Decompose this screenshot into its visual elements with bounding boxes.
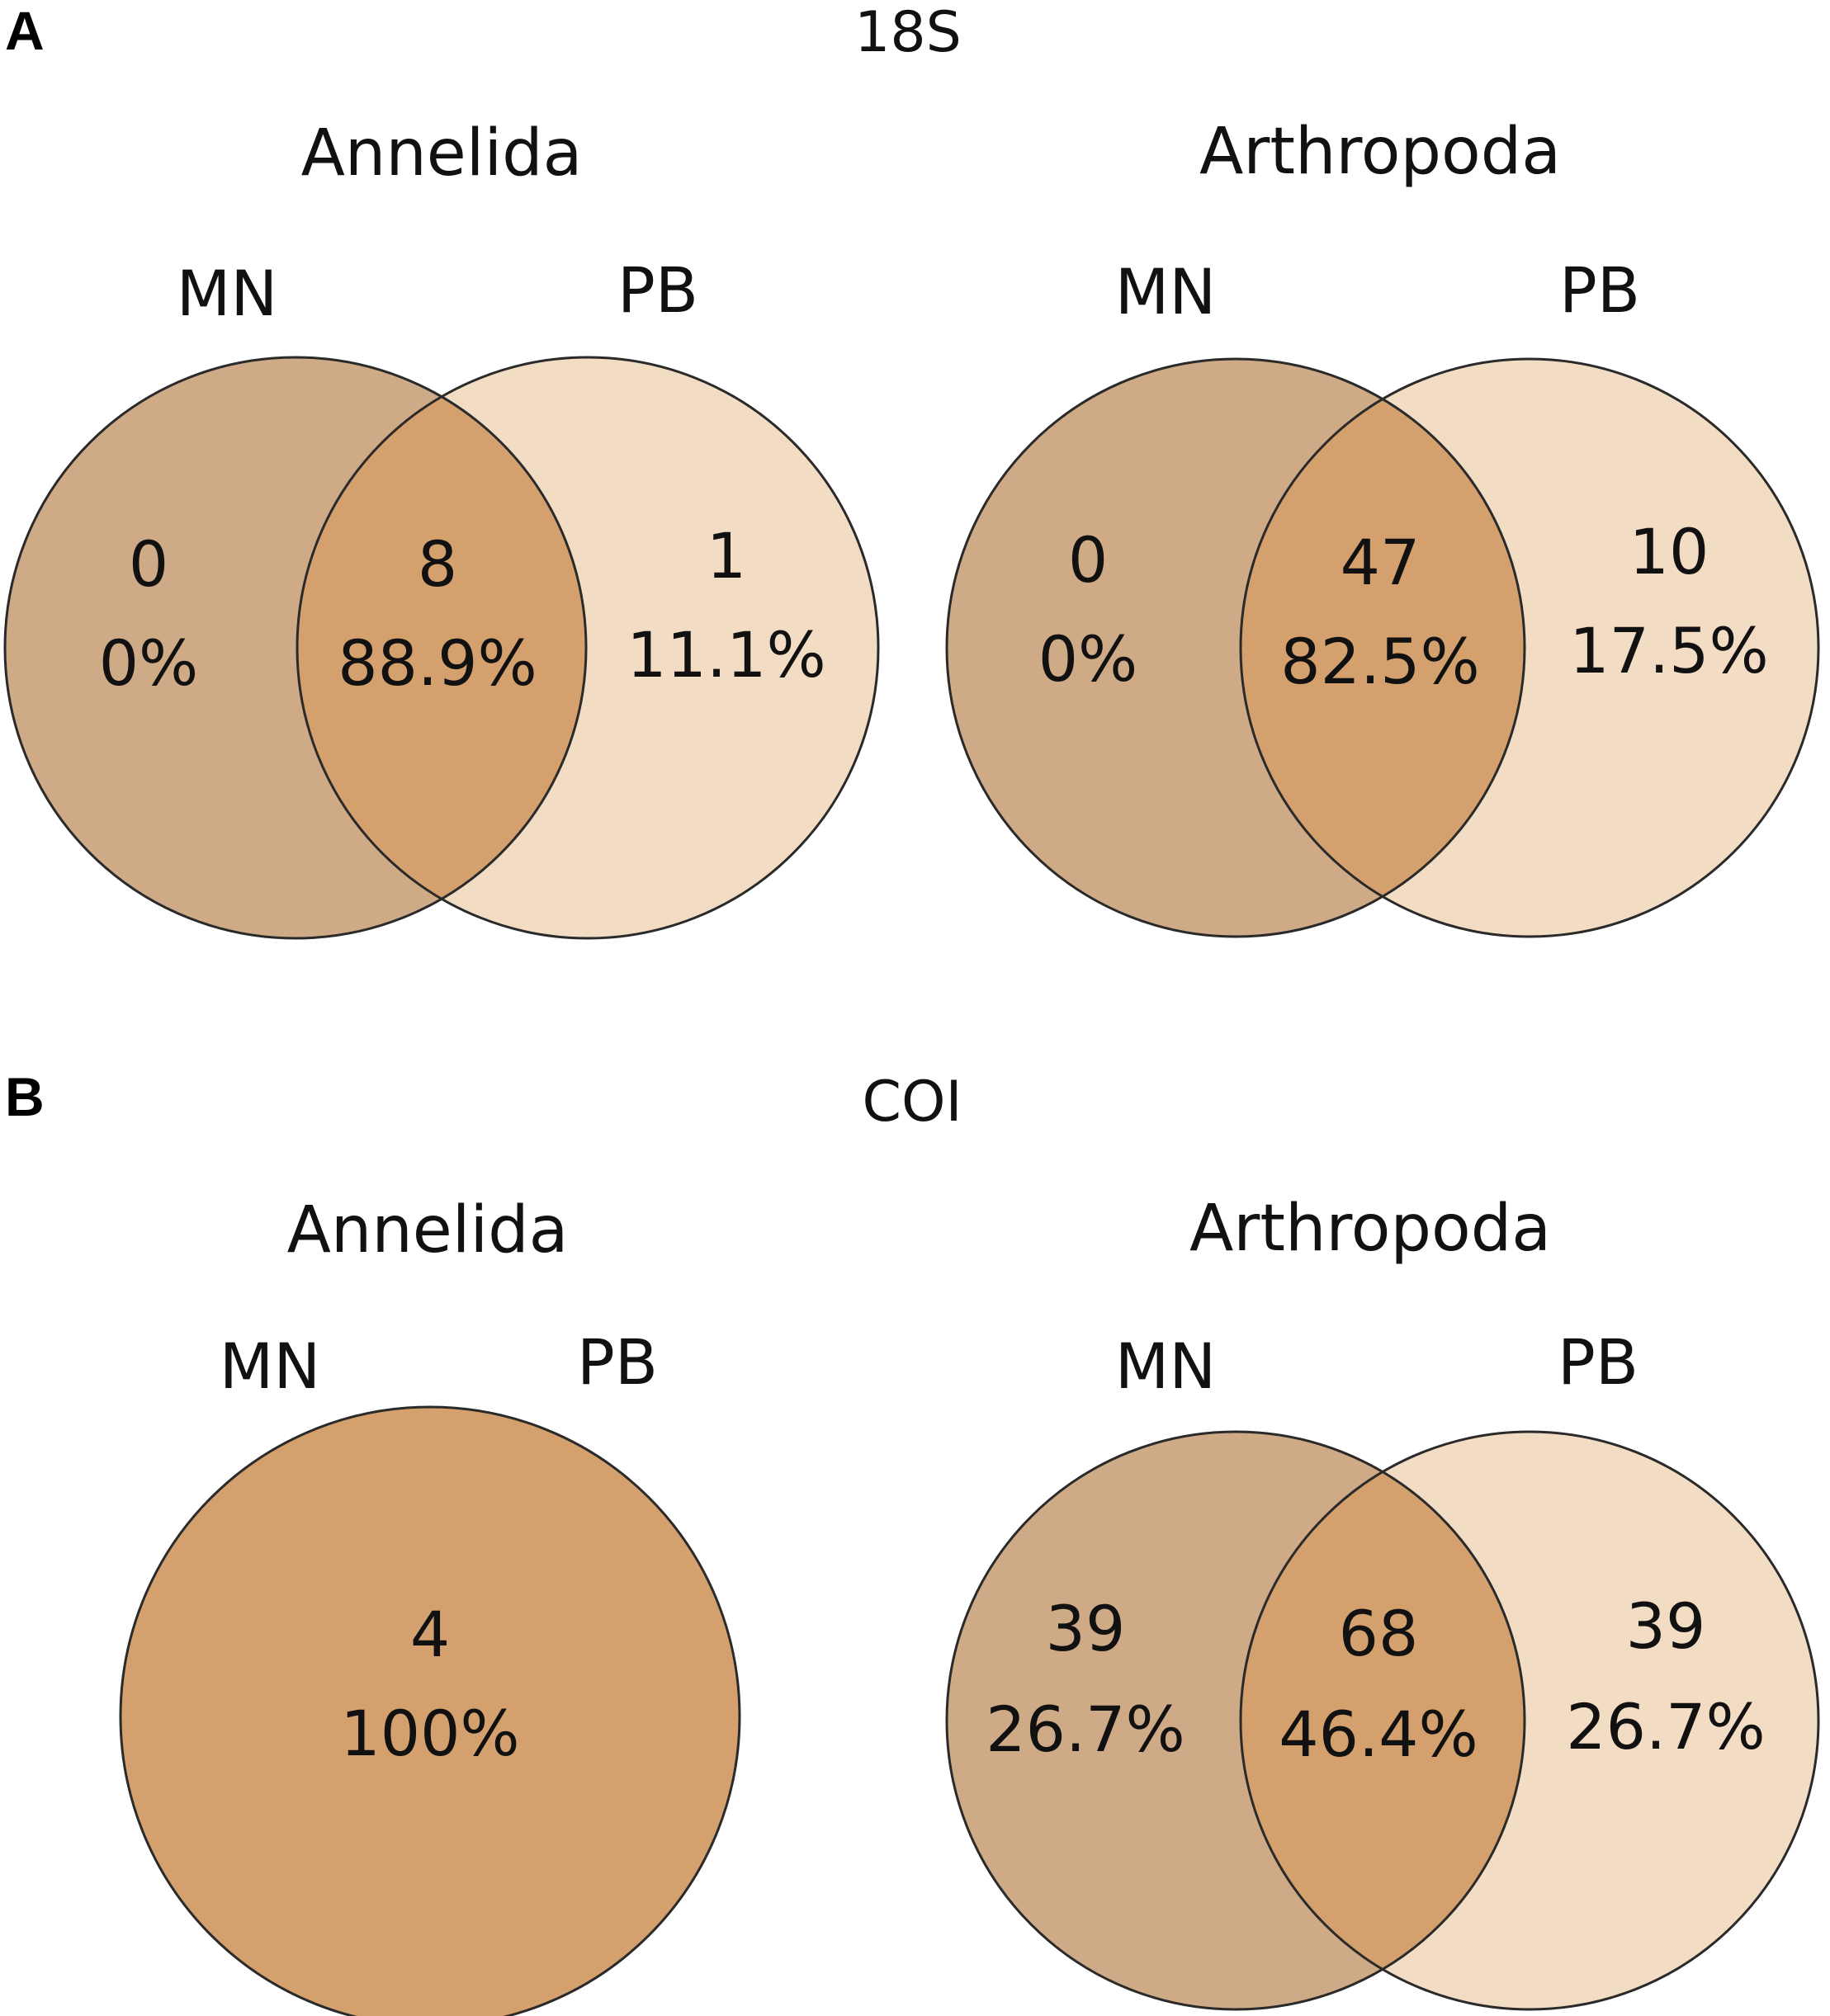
overlap-region [1241,359,1525,937]
venn-18s-arthropoda: Arthropoda MN PB 0 0% 47 82.5% 10 17.5% [945,115,1820,938]
shared-percent: 88.9% [338,626,537,700]
pb-only-count: 10 [1629,515,1709,588]
mn-circle-outline [945,357,1526,938]
panel-letter-b: B [5,1066,45,1127]
marker-title-coi: COI [862,1069,962,1135]
taxon-title: Arthropoda [1199,115,1561,189]
shared-count: 8 [418,527,457,601]
pb-only-percent: 26.7% [1566,1690,1765,1763]
shared-percent: 82.5% [1280,625,1479,698]
set-label-pb: PB [1558,1325,1638,1399]
set-label-mn: MN [1115,1329,1216,1403]
taxon-title: Annelida [301,116,583,191]
mn-only-count: 0 [129,527,168,601]
mn-only-percent: 26.7% [986,1693,1185,1766]
set-label-pb: PB [577,1325,658,1399]
venn-coi-annelida: Annelida MN PB 4 100% [119,1193,741,2016]
set-label-pb: PB [617,253,698,327]
pb-only-percent: 11.1% [627,618,825,692]
shared-count: 4 [410,1598,450,1671]
shared-percent: 46.4% [1279,1697,1478,1771]
set-label-mn: MN [177,257,277,330]
venn-18s-annelida: Annelida MN PB 0 0% 8 88.9% 1 11.1% [3,116,880,940]
overlap-region [1241,1432,1525,2009]
set-label-pb: PB [1559,253,1640,327]
shared-count: 47 [1341,526,1421,599]
mn-circle-outline [945,1430,1526,2011]
shared-percent: 100% [340,1697,519,1770]
taxon-title: Arthropoda [1189,1192,1551,1266]
pb-circle-outline [1239,357,1820,938]
taxon-title: Annelida [287,1193,569,1268]
mn-only-count: 0 [1068,523,1108,597]
pb-circle-outline [296,356,880,940]
marker-title-18s: 18S [854,0,962,65]
venn-coi-arthropoda: Arthropoda MN PB 39 26.7% 68 46.4% 39 26… [945,1192,1820,2011]
pb-only-count: 1 [707,519,746,593]
pb-only-count: 39 [1626,1589,1706,1663]
overlap-region [297,357,586,938]
set-label-mn: MN [220,1329,320,1403]
pb-only-percent: 17.5% [1569,614,1768,687]
mn-only-percent: 0% [1038,622,1138,696]
mn-only-percent: 0% [99,626,199,700]
panel-letter-a: A [5,0,45,61]
mn-circle-outline [3,356,588,940]
pb-circle-outline [1239,1430,1820,2011]
set-label-mn: MN [1115,255,1216,328]
mn-only-count: 39 [1046,1592,1126,1665]
shared-count: 68 [1339,1597,1419,1670]
combined-circle [119,1405,741,2016]
